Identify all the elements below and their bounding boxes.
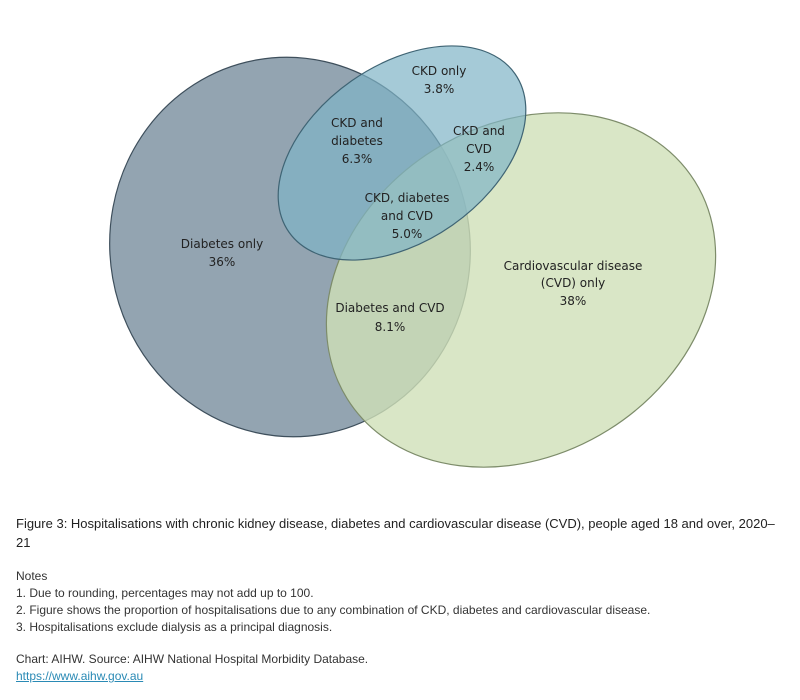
notes-heading: Notes (16, 569, 48, 583)
note-item: 3. Hospitalisations exclude dialysis as … (16, 620, 333, 634)
value-label: 8.1% (375, 320, 406, 334)
label-text: (CVD) only (541, 276, 605, 290)
value-label: 2.4% (464, 160, 495, 174)
region-label-ckd-cvd: CKD and CVD 2.4% (453, 124, 505, 174)
region-label-ckd-diabetes: CKD and diabetes 6.3% (331, 116, 383, 166)
note-item: 1. Due to rounding, percentages may not … (16, 586, 314, 600)
value-label: 36% (209, 255, 236, 269)
label-text: Diabetes only (181, 237, 263, 251)
source: Chart: AIHW. Source: AIHW National Hospi… (16, 651, 368, 685)
notes: Notes 1. Due to rounding, percentages ma… (16, 568, 650, 636)
label-text: CKD and (453, 124, 505, 138)
label-text: Cardiovascular disease (504, 259, 643, 273)
label-text: CKD only (412, 64, 467, 78)
label-text: diabetes (331, 134, 383, 148)
label-text: and CVD (381, 209, 433, 223)
region-label-all-three: CKD, diabetes and CVD 5.0% (365, 191, 450, 241)
region-label-ckd-only: CKD only 3.8% (412, 64, 467, 96)
value-label: 38% (560, 294, 587, 308)
note-item: 2. Figure shows the proportion of hospit… (16, 603, 651, 617)
figure-title: Figure 3: Hospitalisations with chronic … (16, 516, 775, 550)
set-ckd (277, 45, 527, 261)
value-label: 6.3% (342, 152, 373, 166)
label-text: Diabetes and CVD (335, 301, 444, 315)
region-label-cvd-only: Cardiovascular disease (CVD) only 38% (504, 259, 643, 308)
region-label-diabetes-only: Diabetes only 36% (181, 237, 263, 269)
value-label: 3.8% (424, 82, 455, 96)
venn-diagram: Diabetes only 36% CKD only 3.8% Cardiova… (109, 45, 717, 468)
source-text: Chart: AIHW. Source: AIHW National Hospi… (16, 652, 369, 666)
label-text: CKD, diabetes (365, 191, 450, 205)
label-text: CKD and (331, 116, 383, 130)
source-link[interactable]: https://www.aihw.gov.au (16, 669, 144, 683)
region-label-diabetes-cvd: Diabetes and CVD 8.1% (335, 301, 444, 334)
value-label: 5.0% (392, 227, 423, 241)
label-text: CVD (466, 142, 492, 156)
